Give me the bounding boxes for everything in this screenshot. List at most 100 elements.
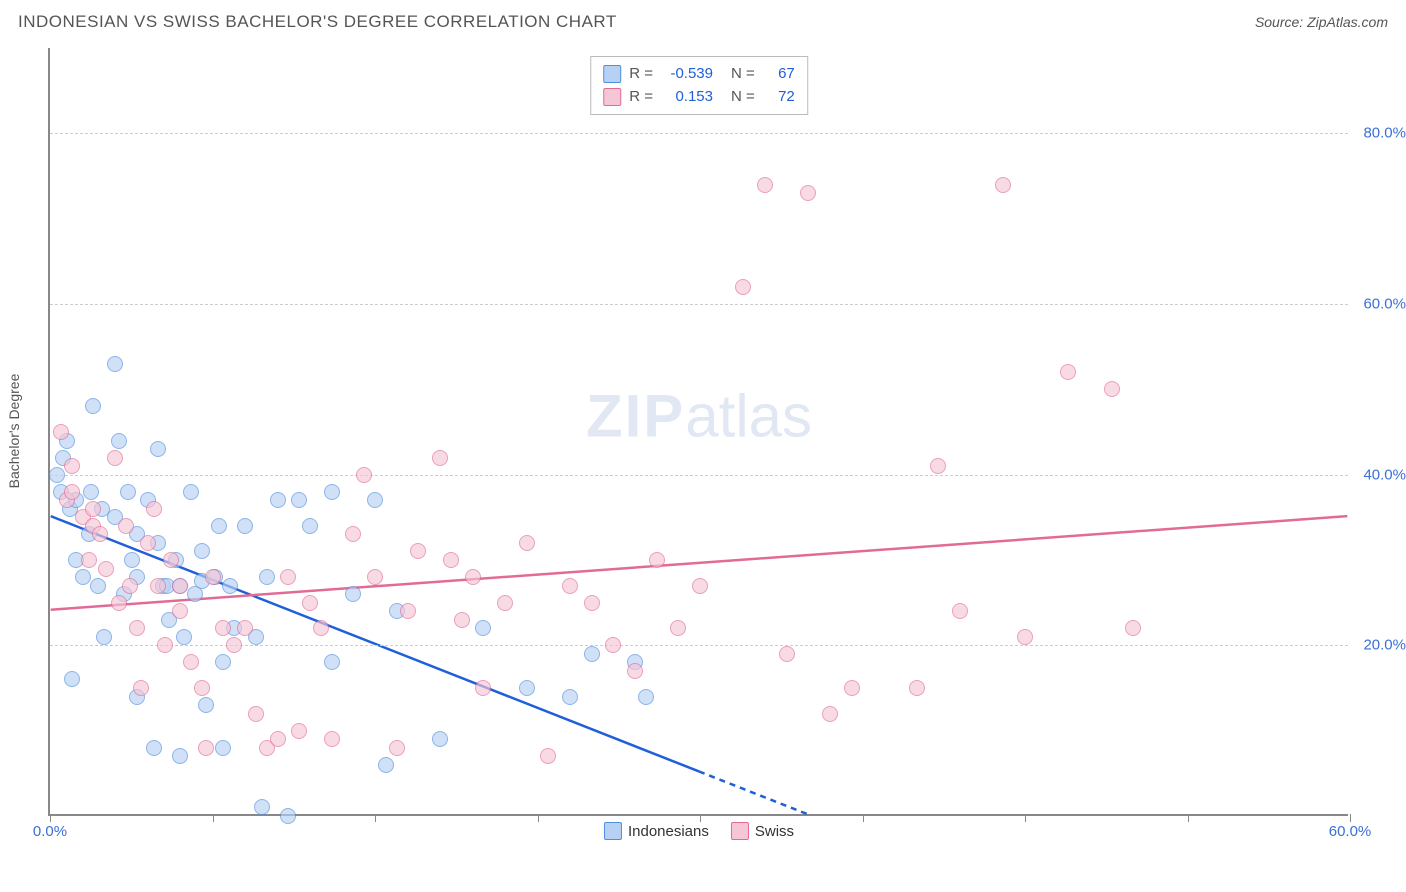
data-point [367,492,383,508]
x-tick [863,814,864,822]
data-point [995,177,1011,193]
legend-n-label: N = [731,86,755,109]
data-point [1104,381,1120,397]
data-point [454,612,470,628]
legend-r-value: -0.539 [665,63,713,86]
data-point [410,543,426,559]
data-point [49,467,65,483]
data-point [345,586,361,602]
x-tick [538,814,539,822]
data-point [562,689,578,705]
data-point [692,578,708,594]
correlation-legend: R =-0.539N =67R =0.153N =72 [590,56,808,115]
data-point [90,578,106,594]
data-point [64,671,80,687]
data-point [133,680,149,696]
data-point [259,569,275,585]
data-point [952,603,968,619]
trend-line [51,516,699,771]
legend-swatch [731,822,749,840]
data-point [194,680,210,696]
data-point [226,637,242,653]
data-point [649,552,665,568]
data-point [400,603,416,619]
data-point [254,799,270,815]
data-point [443,552,459,568]
data-point [146,501,162,517]
data-point [198,697,214,713]
legend-r-value: 0.153 [665,86,713,109]
data-point [107,356,123,372]
data-point [172,748,188,764]
gridline-h [50,133,1348,134]
data-point [757,177,773,193]
data-point [584,646,600,662]
legend-n-label: N = [731,63,755,86]
data-point [270,492,286,508]
data-point [324,654,340,670]
data-point [291,723,307,739]
data-point [519,535,535,551]
data-point [324,731,340,747]
data-point [211,518,227,534]
legend-swatch [603,88,621,106]
data-point [64,484,80,500]
gridline-h [50,475,1348,476]
gridline-h [50,304,1348,305]
data-point [92,526,108,542]
data-point [465,569,481,585]
data-point [183,654,199,670]
data-point [98,561,114,577]
data-point [291,492,307,508]
legend-row: R =0.153N =72 [603,86,795,109]
data-point [198,740,214,756]
x-tick [213,814,214,822]
data-point [237,620,253,636]
watermark-atlas: atlas [685,382,812,449]
data-point [107,450,123,466]
y-tick-label: 60.0% [1363,296,1406,313]
data-point [111,595,127,611]
x-tick-label: 0.0% [33,823,67,840]
trend-line [699,771,807,814]
data-point [497,595,513,611]
source-credit: Source: ZipAtlas.com [1255,14,1388,30]
x-tick [700,814,701,822]
x-tick-label: 60.0% [1329,823,1372,840]
source-name: ZipAtlas.com [1307,14,1388,30]
data-point [670,620,686,636]
data-point [205,569,221,585]
data-point [909,680,925,696]
legend-row: R =-0.539N =67 [603,63,795,86]
data-point [129,620,145,636]
data-point [81,552,97,568]
y-tick-label: 20.0% [1363,637,1406,654]
data-point [1017,629,1033,645]
data-point [280,808,296,824]
x-tick [375,814,376,822]
data-point [584,595,600,611]
data-point [378,757,394,773]
data-point [124,552,140,568]
legend-n-value: 67 [767,63,795,86]
data-point [432,731,448,747]
data-point [313,620,329,636]
legend-swatch [604,822,622,840]
data-point [64,458,80,474]
legend-label: Swiss [755,823,794,840]
data-point [140,535,156,551]
chart-title: INDONESIAN VS SWISS BACHELOR'S DEGREE CO… [18,12,617,32]
data-point [118,518,134,534]
x-tick [1188,814,1189,822]
series-legend: IndonesiansSwiss [604,822,794,840]
data-point [120,484,136,500]
data-point [53,424,69,440]
data-point [75,569,91,585]
legend-swatch [603,65,621,83]
data-point [85,501,101,517]
data-point [475,620,491,636]
chart-plot-area: Bachelor's Degree ZIPatlas R =-0.539N =6… [48,48,1348,816]
trend-lines-layer [50,48,1348,814]
x-tick [1350,814,1351,822]
data-point [176,629,192,645]
